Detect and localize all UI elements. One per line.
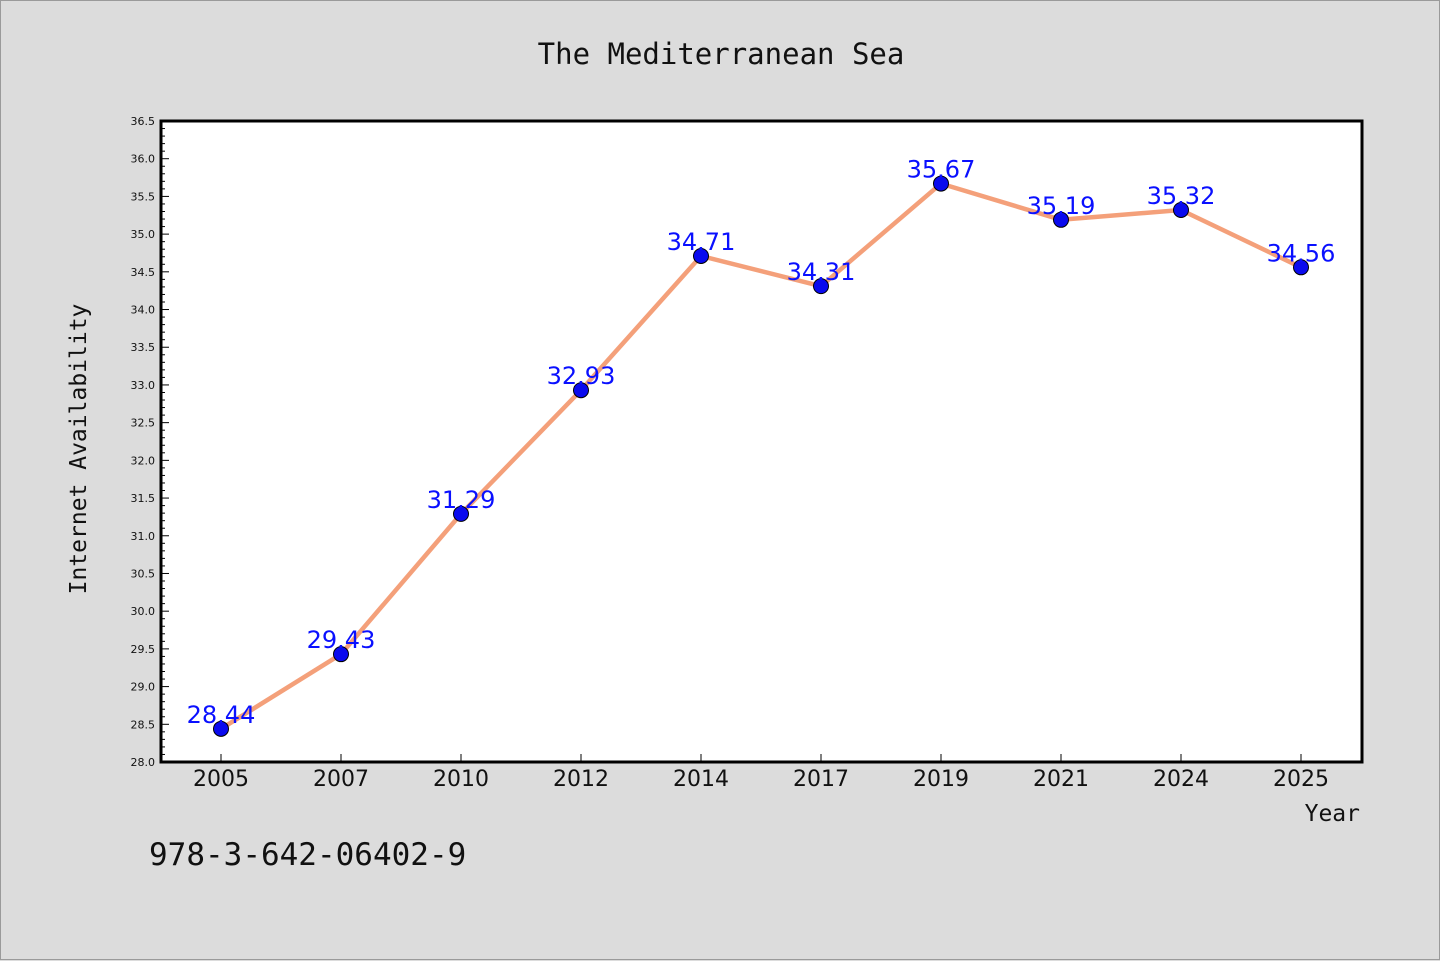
data-label: 32.93 [547, 362, 616, 390]
x-tick-label: 2007 [313, 767, 369, 792]
y-tick-label: 36.0 [131, 153, 156, 166]
y-tick-label: 32.5 [131, 417, 156, 430]
data-point [693, 247, 709, 264]
data-point [1293, 259, 1309, 276]
data-point [933, 175, 949, 192]
x-tick-label: 2019 [913, 767, 969, 792]
data-label: 34.71 [667, 228, 736, 256]
y-tick-label: 33.0 [131, 379, 156, 392]
data-label: 35.19 [1027, 192, 1096, 220]
data-point [453, 505, 469, 522]
data-labels: 28.44 29.43 31.29 32.93 34.71 34.31 35.67 35.19… [187, 156, 1336, 729]
data-label: 28.44 [187, 701, 256, 729]
data-label: 34.31 [787, 258, 856, 286]
y-tick-label: 28.0 [131, 756, 156, 769]
y-tick-label: 36.5 [131, 115, 156, 128]
x-tick-label: 2021 [1033, 767, 1089, 792]
data-point [333, 646, 349, 663]
y-tick-label: 35.0 [131, 228, 156, 241]
x-tick-label: 2005 [193, 767, 249, 792]
data-label: 35.67 [907, 156, 976, 184]
y-tick-label: 29.5 [131, 643, 156, 656]
y-tick-label: 31.0 [131, 530, 156, 543]
plot-area [159, 119, 1364, 764]
isbn-text: 978-3-642-06402-9 [149, 837, 466, 873]
y-tick-label: 33.5 [131, 341, 156, 354]
x-tick-label: 2017 [793, 767, 849, 792]
x-tick-label: 2012 [553, 767, 609, 792]
data-point [573, 382, 589, 399]
y-tick-label: 29.0 [131, 681, 156, 694]
x-tick-label: 2024 [1153, 767, 1209, 792]
y-tick-label: 34.0 [131, 304, 156, 317]
data-point [1053, 211, 1069, 228]
x-tick-label: 2010 [433, 767, 489, 792]
x-tick-label: 2025 [1273, 767, 1329, 792]
y-axis: 28.0 28.5 29.0 29.5 30.0 30.5 31.0 31.5 32.0 32.5… [131, 115, 169, 769]
y-tick-label: 34.5 [131, 266, 156, 279]
data-label: 34.56 [1267, 239, 1336, 267]
x-axis: 2005 2007 2010 2012 2014 2017 2019 2021 2024 2025 [193, 754, 1329, 792]
data-label: 35.32 [1147, 182, 1216, 210]
y-tick-label: 32.0 [131, 454, 156, 467]
series-line-group [213, 175, 1309, 737]
data-point [813, 278, 829, 295]
x-tick-label: 2014 [673, 767, 729, 792]
data-label: 29.43 [307, 626, 376, 654]
y-tick-label: 30.0 [131, 605, 156, 618]
chart-title: The Mediterranean Sea [538, 37, 905, 71]
data-point [213, 720, 229, 737]
data-point [1173, 201, 1189, 218]
series-line [219, 181, 1302, 731]
y-tick-label: 28.5 [131, 718, 156, 731]
y-tick-label: 31.5 [131, 492, 156, 505]
data-label: 31.29 [427, 486, 496, 514]
y-axis-title: Internet Availability [66, 304, 92, 595]
y-tick-label: 35.5 [131, 190, 156, 203]
x-axis-title: Year [1305, 801, 1360, 827]
y-tick-label: 30.5 [131, 567, 156, 580]
